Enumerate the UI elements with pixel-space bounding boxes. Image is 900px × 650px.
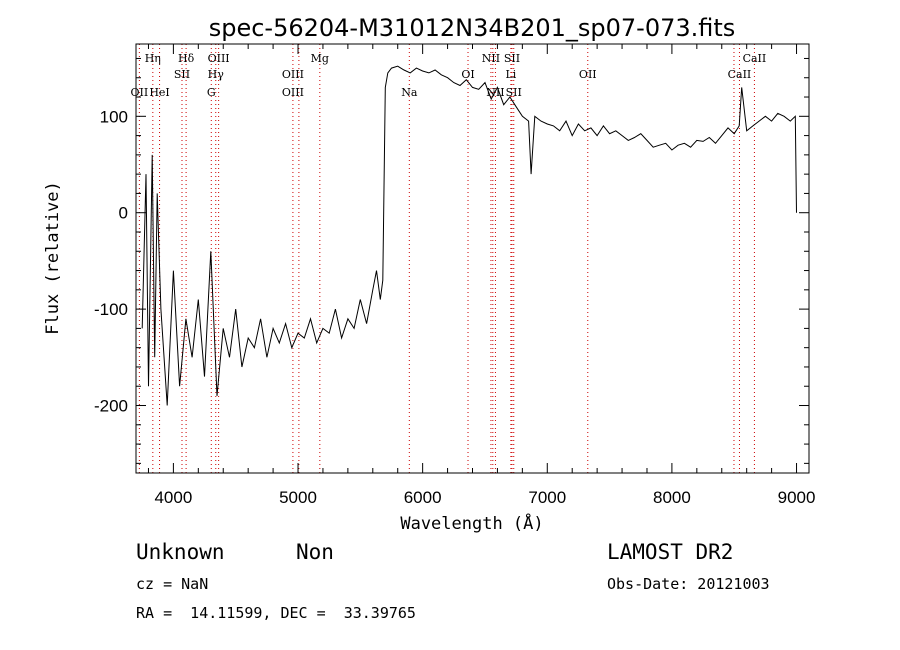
line-label: Mg [311, 52, 329, 65]
line-label: HeI [149, 86, 169, 99]
x-tick-label: 9000 [778, 488, 816, 507]
redshift-label: cz = NaN [136, 575, 209, 593]
x-axis: 4000 5000 6000 7000 8000 9000 [147, 44, 816, 507]
line-label: Li [505, 68, 516, 81]
x-tick-label: 6000 [404, 488, 442, 507]
plot-frame [135, 43, 810, 474]
x-tick-label: 8000 [653, 488, 691, 507]
line-label: OI [461, 68, 474, 81]
line-label: SII [506, 86, 522, 99]
line-label: OII [579, 68, 597, 81]
line-label: CaII [728, 68, 752, 81]
x-tick-label: 4000 [154, 488, 192, 507]
y-tick-label: 0 [119, 204, 128, 223]
y-axis: -200 -100 0 100 [94, 57, 809, 464]
y-tick-label: -200 [94, 397, 128, 416]
x-tick-label: 7000 [528, 488, 566, 507]
x-axis-label: Wavelength (Å) [400, 512, 543, 534]
x-tick-label: 5000 [279, 488, 317, 507]
line-label: G [207, 86, 216, 99]
line-label: NII [482, 52, 500, 65]
line-label: SII [174, 68, 190, 81]
y-axis-label: Flux (relative) [43, 181, 63, 335]
line-label: CaII [743, 52, 767, 65]
survey-label: LAMOST DR2 [607, 540, 734, 564]
y-tick-label: -100 [94, 300, 128, 319]
line-label: OII [131, 86, 149, 99]
spectrum-line [141, 65, 797, 406]
obs-date-label: Obs-Date: 20121003 [607, 575, 770, 593]
coordinates-label: RA = 14.11599, DEC = 33.39765 [136, 604, 416, 622]
line-label: OIII [282, 68, 304, 81]
line-label: Hη [145, 52, 161, 65]
line-label: Hδ [178, 52, 195, 65]
chart-title: spec-56204-M31012N34B201_sp07-073.fits [209, 14, 736, 42]
subclass-label: Non [296, 540, 334, 564]
line-label: Hγ [208, 68, 225, 81]
line-label: Na [401, 86, 418, 99]
class-label: Unknown [136, 540, 225, 564]
line-label: OIII [208, 52, 230, 65]
line-label: SII [504, 52, 520, 65]
line-label: OIII [282, 86, 304, 99]
y-tick-label: 100 [100, 107, 128, 126]
line-markers [138, 44, 755, 473]
